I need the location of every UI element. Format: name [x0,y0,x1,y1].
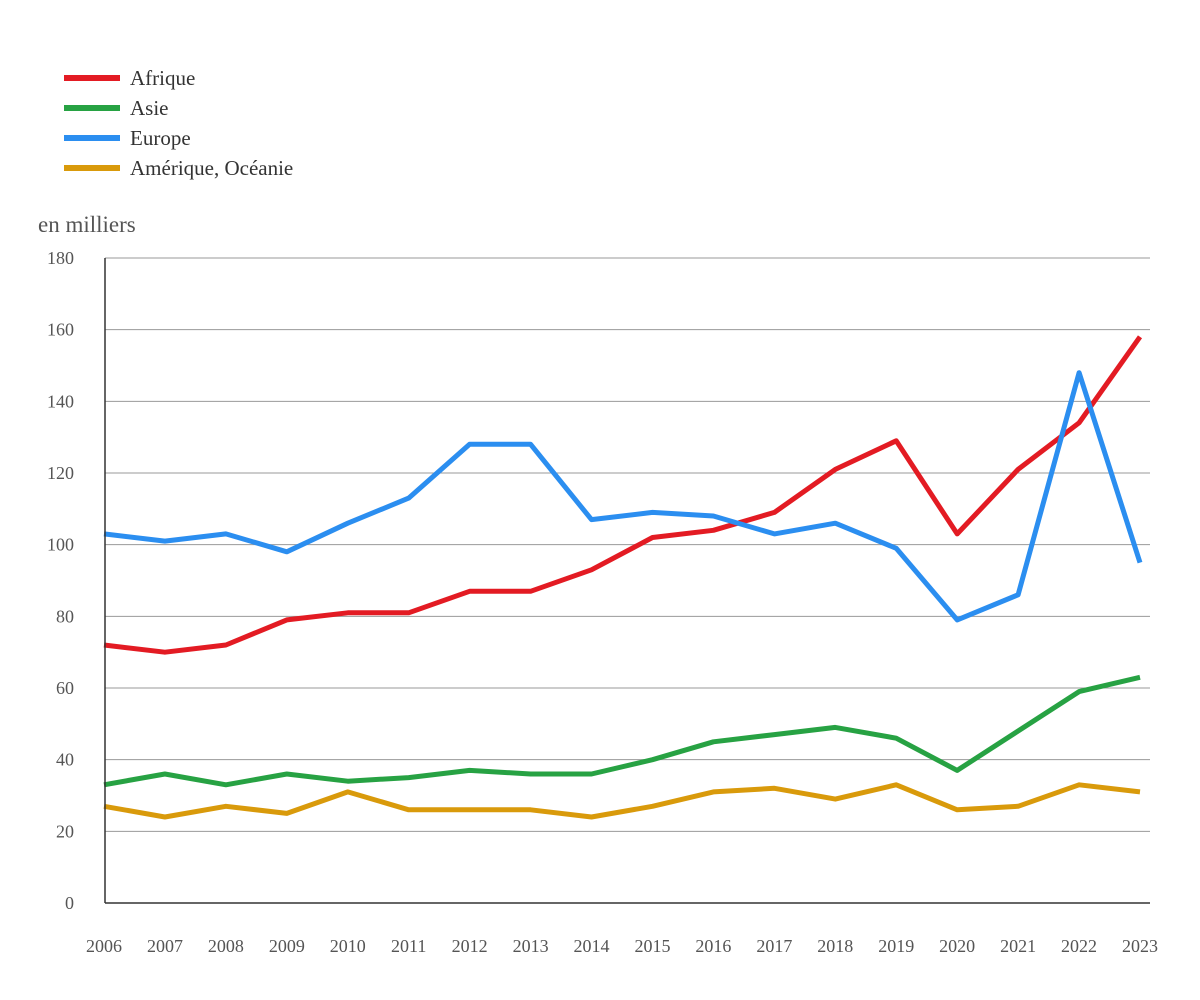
y-tick-label: 20 [56,821,74,841]
x-tick-label: 2012 [452,936,488,956]
x-tick-label: 2018 [817,936,853,956]
x-tick-label: 2021 [1000,936,1036,956]
legend: Afrique Asie Europe Amérique, Océanie [64,66,293,180]
y-axis-ticks: 0 20 40 60 80 100 120 140 160 180 [47,248,74,913]
series-line-europe [103,370,1143,623]
x-tick-label: 2020 [939,936,975,956]
legend-label: Afrique [130,66,195,90]
gridlines [105,257,1150,832]
x-tick-label: 2013 [513,936,549,956]
series-line-afrique [103,335,1143,655]
legend-label: Europe [130,126,191,150]
x-tick-label: 2015 [634,936,670,956]
legend-label: Asie [130,96,169,120]
y-tick-label: 80 [56,606,74,626]
x-tick-label: 2010 [330,936,366,956]
y-tick-label: 120 [47,463,74,483]
y-tick-label: 60 [56,678,74,698]
legend-item-europe: Europe [64,126,191,150]
y-tick-label: 0 [65,893,74,913]
legend-item-afrique: Afrique [64,66,195,90]
y-tick-label: 140 [47,391,74,411]
series-line-asie [103,674,1141,788]
legend-item-asie: Asie [64,96,169,120]
x-tick-label: 2006 [86,936,122,956]
x-tick-label: 2022 [1061,936,1097,956]
x-tick-label: 2008 [208,936,244,956]
y-axis-unit-label: en milliers [38,212,136,237]
series-lines [103,335,1143,820]
legend-item-amerique-oceanie: Amérique, Océanie [64,156,293,180]
x-tick-label: 2014 [574,936,610,956]
x-axis-ticks: 2006 2007 2008 2009 2010 2011 2012 2013 2014 2015… [86,936,1158,956]
series-line-amerique-oceanie [103,782,1141,820]
axes [104,258,1150,904]
x-tick-label: 2011 [391,936,426,956]
y-tick-label: 160 [47,320,74,340]
y-tick-label: 100 [47,535,74,555]
x-tick-label: 2023 [1122,936,1158,956]
legend-label: Amérique, Océanie [130,156,293,180]
x-tick-label: 2019 [878,936,914,956]
x-tick-label: 2009 [269,936,305,956]
y-tick-label: 40 [56,750,74,770]
x-tick-label: 2017 [756,936,792,956]
x-tick-label: 2016 [695,936,731,956]
x-tick-label: 2007 [147,936,183,956]
y-tick-label: 180 [47,248,74,268]
